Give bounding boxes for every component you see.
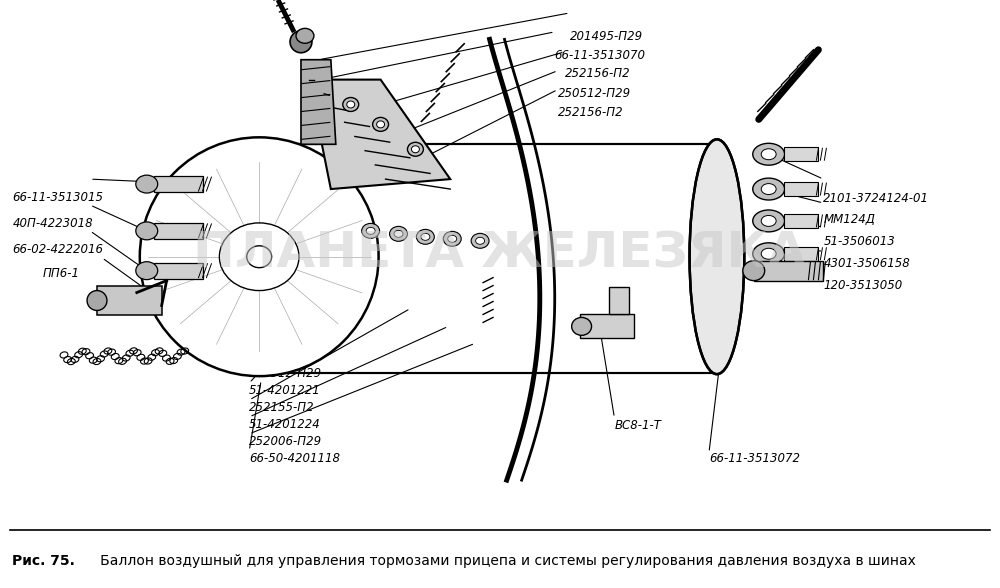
Text: 51-3506013: 51-3506013	[823, 235, 895, 248]
Ellipse shape	[443, 231, 461, 246]
Bar	[580, 315, 634, 338]
Ellipse shape	[136, 262, 158, 280]
Ellipse shape	[394, 230, 403, 238]
Bar	[784, 247, 818, 260]
Ellipse shape	[366, 228, 375, 235]
Ellipse shape	[753, 210, 785, 232]
Ellipse shape	[377, 121, 385, 128]
Ellipse shape	[421, 233, 430, 240]
Text: Баллон воздушный для управления тормозами прицепа и системы регулирования давлен: Баллон воздушный для управления тормозам…	[87, 554, 916, 568]
Text: 51-4201221: 51-4201221	[249, 384, 321, 397]
Ellipse shape	[140, 138, 379, 376]
Ellipse shape	[87, 290, 107, 310]
Ellipse shape	[448, 235, 457, 242]
Bar	[154, 263, 203, 279]
Bar	[97, 286, 162, 315]
Text: 66-11-3513070: 66-11-3513070	[555, 49, 646, 62]
Ellipse shape	[572, 318, 592, 335]
Text: 66-02-4222016: 66-02-4222016	[12, 243, 103, 256]
Ellipse shape	[690, 139, 744, 374]
Text: 2101-3724124-01: 2101-3724124-01	[823, 192, 929, 205]
Text: 66-11-3513015: 66-11-3513015	[12, 191, 103, 204]
Ellipse shape	[471, 233, 489, 248]
Ellipse shape	[136, 175, 158, 193]
Bar	[256, 144, 717, 373]
Ellipse shape	[761, 149, 776, 160]
Ellipse shape	[373, 118, 389, 131]
Ellipse shape	[753, 243, 785, 265]
Ellipse shape	[476, 238, 485, 244]
Ellipse shape	[136, 222, 158, 240]
Text: 250512-П29: 250512-П29	[558, 86, 631, 99]
Ellipse shape	[753, 143, 785, 165]
Ellipse shape	[761, 248, 776, 259]
Bar	[784, 214, 818, 228]
Ellipse shape	[290, 31, 312, 53]
Text: 40П-4223018: 40П-4223018	[12, 217, 93, 230]
Text: 252156-П2: 252156-П2	[565, 68, 630, 81]
Ellipse shape	[416, 229, 434, 244]
Text: 66-11-3513072: 66-11-3513072	[709, 453, 800, 466]
Polygon shape	[309, 79, 450, 189]
Text: ПП6-1: ПП6-1	[42, 267, 79, 280]
Text: 201495-П29: 201495-П29	[570, 30, 643, 43]
Bar	[609, 286, 629, 315]
Text: 252006-П29: 252006-П29	[249, 435, 322, 449]
Ellipse shape	[343, 98, 359, 112]
Bar	[154, 223, 203, 239]
Text: 252155-П2: 252155-П2	[249, 401, 315, 414]
Ellipse shape	[362, 223, 380, 238]
Ellipse shape	[753, 178, 785, 200]
Ellipse shape	[347, 101, 355, 108]
Bar	[754, 260, 823, 280]
Text: 66-50-4201118: 66-50-4201118	[249, 453, 340, 466]
Text: ММ124Д: ММ124Д	[823, 213, 875, 226]
Text: 120-3513050: 120-3513050	[823, 279, 903, 292]
Ellipse shape	[761, 215, 776, 226]
Text: 4301-3506158: 4301-3506158	[823, 257, 910, 270]
Text: 252156-П2: 252156-П2	[558, 106, 623, 119]
Ellipse shape	[407, 142, 423, 156]
Bar	[154, 176, 203, 192]
Text: ВС8-1-Т: ВС8-1-Т	[614, 419, 661, 432]
Ellipse shape	[761, 183, 776, 195]
Ellipse shape	[296, 28, 314, 44]
Ellipse shape	[411, 146, 419, 153]
Text: 51-4201224: 51-4201224	[249, 418, 321, 432]
Bar	[784, 182, 818, 196]
Text: 250512-П29: 250512-П29	[249, 367, 322, 380]
Bar	[784, 147, 818, 161]
Text: Рис. 75.: Рис. 75.	[12, 554, 75, 568]
Ellipse shape	[247, 246, 272, 268]
Ellipse shape	[390, 226, 407, 241]
Polygon shape	[301, 60, 336, 144]
Ellipse shape	[743, 260, 765, 280]
Text: ПЛАНЕТА ЖЕЛЕЗЯКА: ПЛАНЕТА ЖЕЛЕЗЯКА	[193, 230, 807, 278]
